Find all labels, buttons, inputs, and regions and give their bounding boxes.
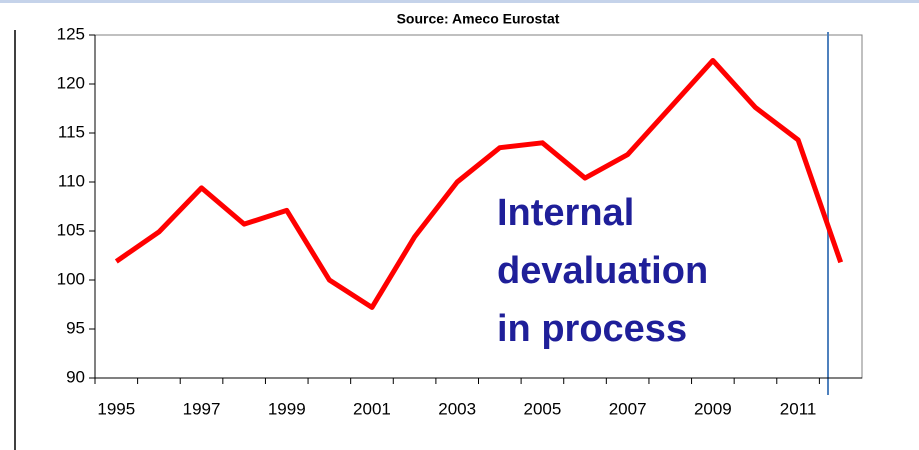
y-tick-label: 120 xyxy=(57,73,85,92)
y-tick-label: 110 xyxy=(58,171,85,190)
y-tick-label: 100 xyxy=(57,269,85,288)
y-tick-label: 95 xyxy=(66,318,85,337)
x-tick-label: 2001 xyxy=(353,399,391,418)
y-tick-label: 90 xyxy=(66,367,85,386)
y-tick-label: 105 xyxy=(57,220,85,239)
x-tick-label: 1995 xyxy=(97,399,135,418)
x-tick-label: 2003 xyxy=(438,399,476,418)
annotation: devaluation xyxy=(497,250,708,292)
x-tick-label: 1997 xyxy=(183,399,221,418)
data-line xyxy=(114,57,844,310)
y-tick-label: 115 xyxy=(58,122,85,141)
x-tick-label: 2011 xyxy=(780,399,817,418)
x-tick-label: 2009 xyxy=(694,399,732,418)
x-tick-label: 1999 xyxy=(268,399,306,418)
annotation: in process xyxy=(497,308,687,350)
y-tick-label: 125 xyxy=(57,24,85,43)
chart-title: Source: Ameco Eurostat xyxy=(397,11,560,27)
annotation: Internal xyxy=(497,192,634,234)
x-tick-label: 2007 xyxy=(609,399,647,418)
x-tick-label: 2005 xyxy=(524,399,562,418)
